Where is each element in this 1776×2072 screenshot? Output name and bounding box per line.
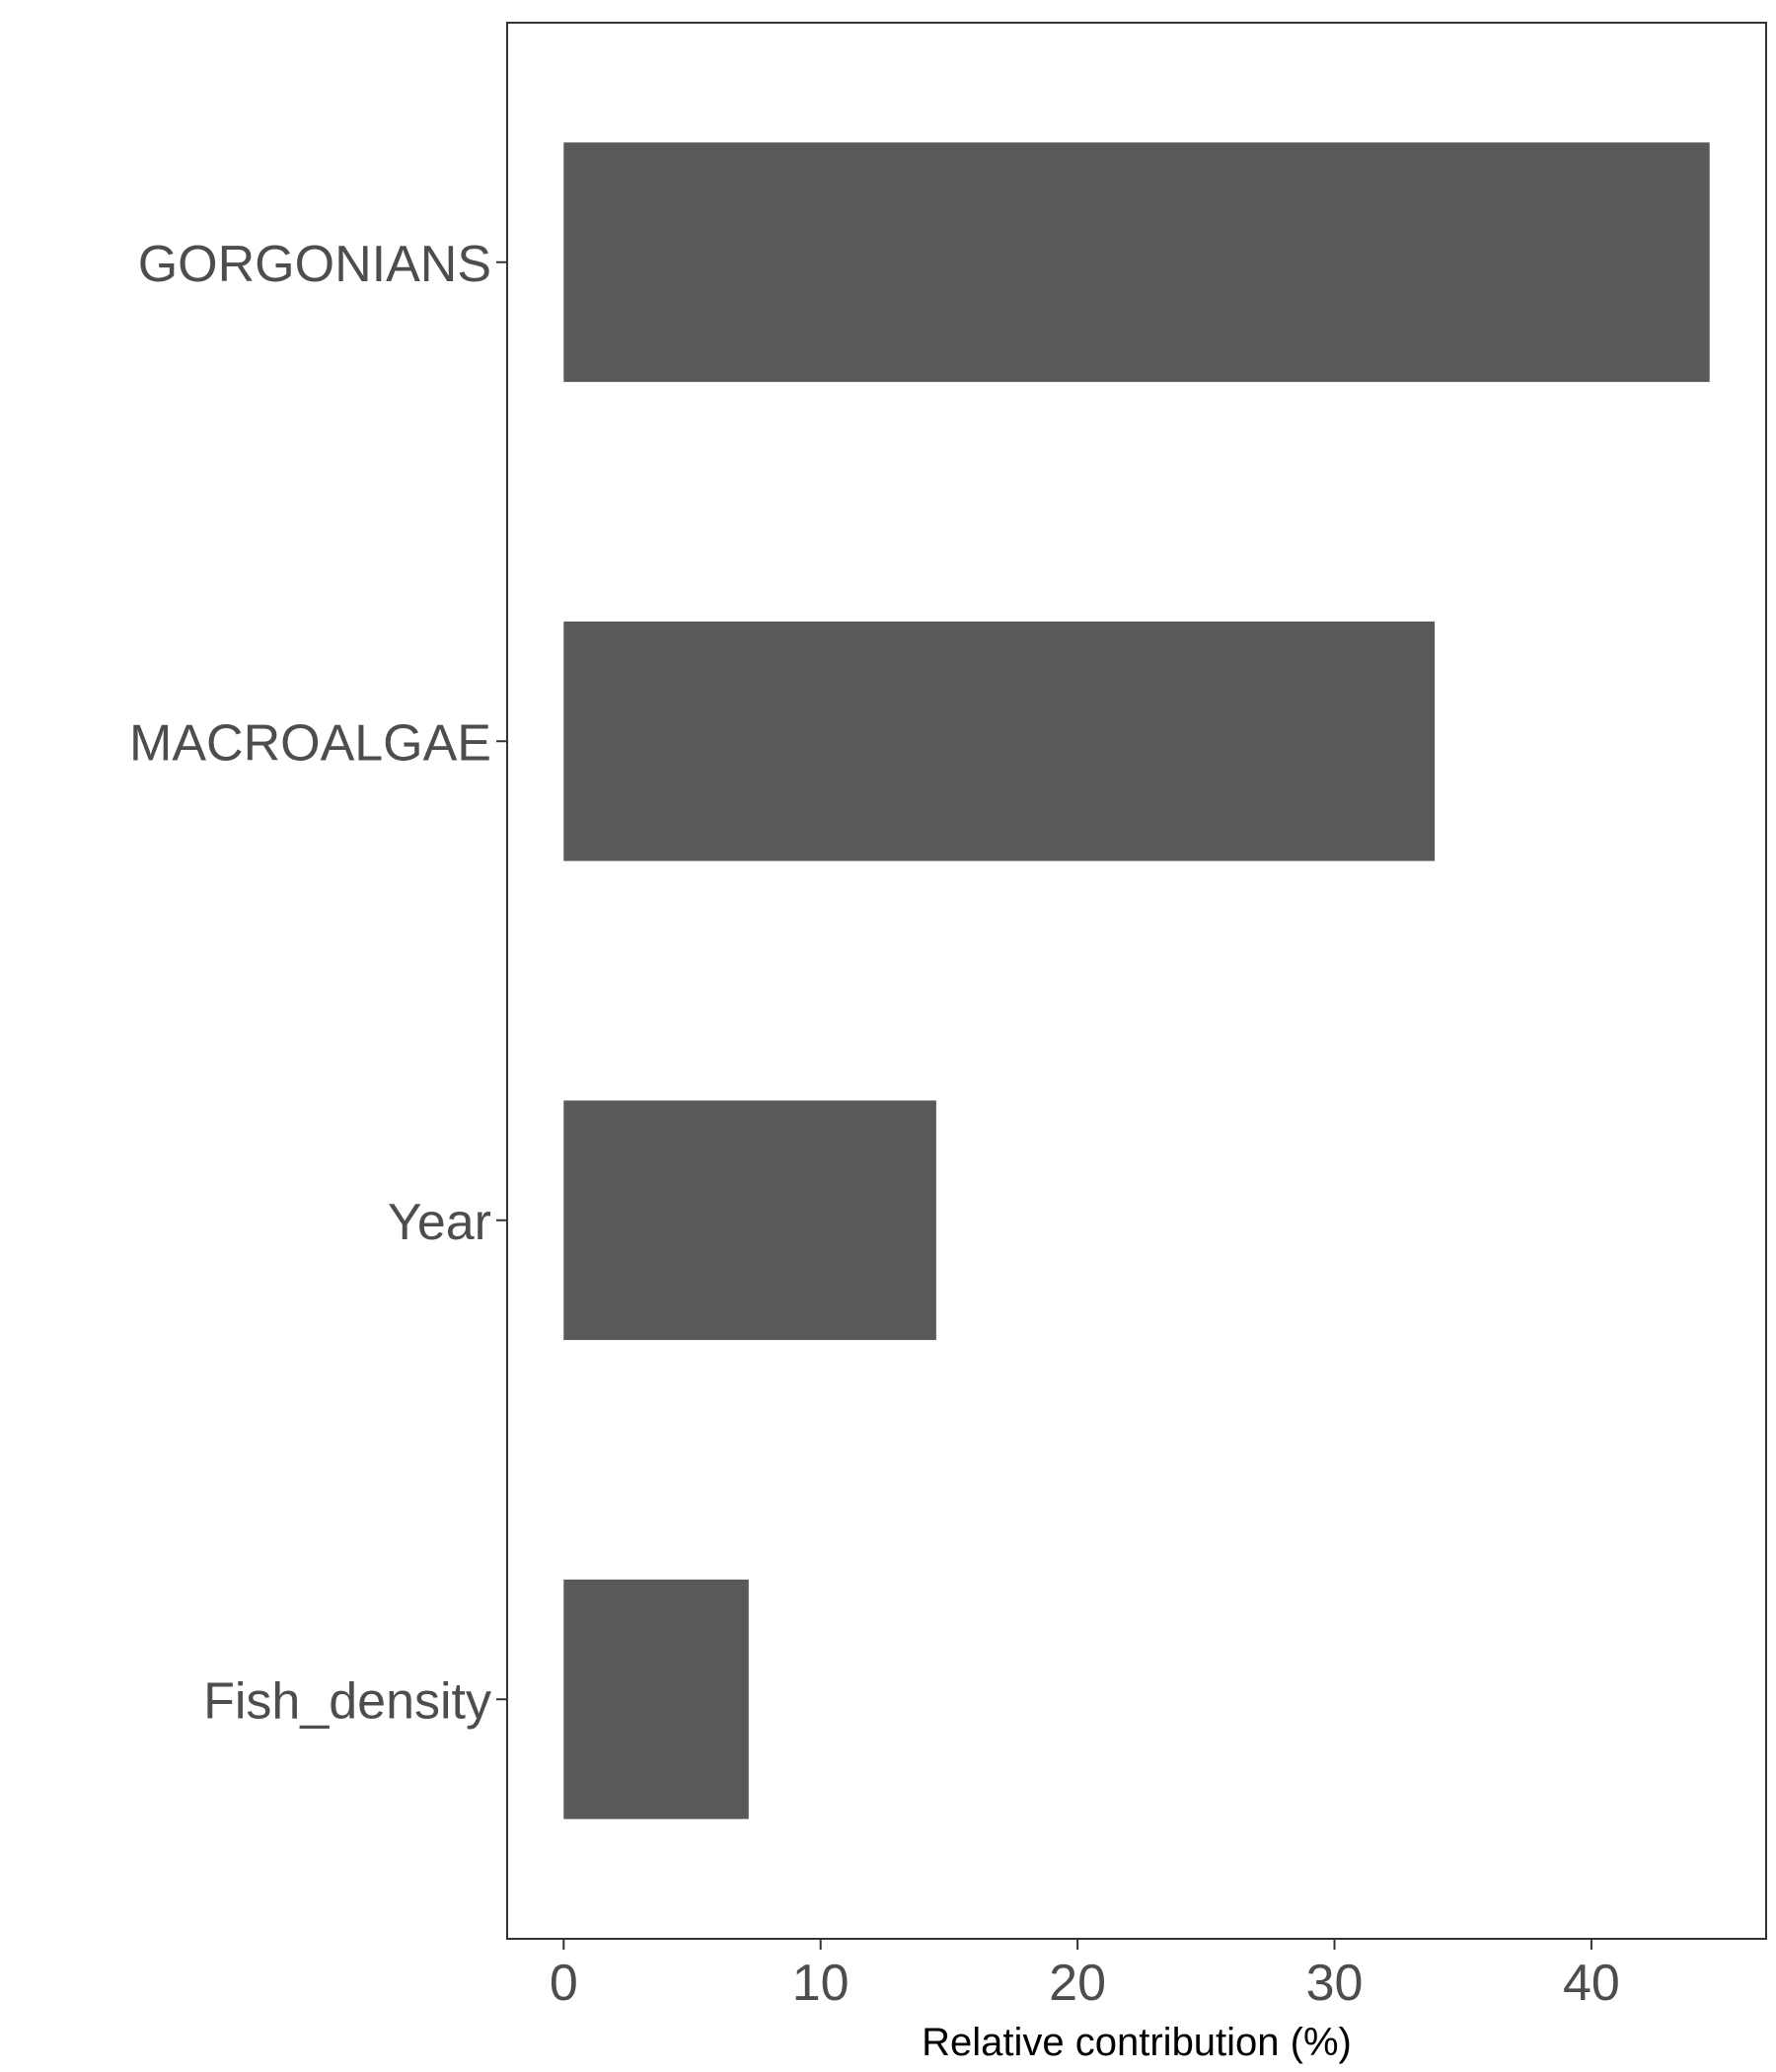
x-axis: 0 10 20 30 40 <box>550 1939 1620 2012</box>
bar-year <box>563 1100 936 1341</box>
plot-panel-border <box>506 22 1767 1940</box>
bar-gorgonians <box>563 142 1710 383</box>
bars-group <box>563 142 1710 1819</box>
y-axis: GORGONIANS MACROALGAE Year Fish_density <box>129 236 507 1730</box>
x-tick-label-10: 10 <box>792 1955 850 2012</box>
x-axis-title: Relative contribution (%) <box>922 2021 1352 2064</box>
y-tick-label-fish-density: Fish_density <box>203 1672 491 1730</box>
bar-macroalgae <box>563 621 1436 861</box>
bar-fish-density <box>563 1579 749 1819</box>
y-tick-label-year: Year <box>388 1194 491 1251</box>
y-tick-label-macroalgae: MACROALGAE <box>129 714 491 772</box>
y-tick-label-gorgonians: GORGONIANS <box>138 236 491 293</box>
x-tick-label-30: 30 <box>1306 1955 1364 2012</box>
x-tick-label-0: 0 <box>550 1955 578 2012</box>
x-tick-label-40: 40 <box>1563 1955 1620 2012</box>
x-tick-label-20: 20 <box>1049 1955 1106 2012</box>
